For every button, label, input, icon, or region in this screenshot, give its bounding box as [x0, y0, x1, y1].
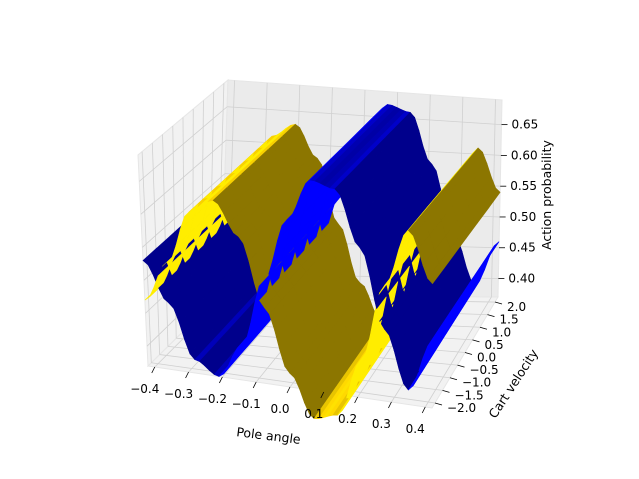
x-tick-label-2: −0.2	[198, 392, 227, 406]
z-tick-label-4: 0.60	[511, 148, 538, 162]
y-tick-label-4: 0.0	[477, 351, 496, 365]
grid-z-left-4	[140, 139, 227, 215]
y-tick-label-5: 0.5	[485, 338, 504, 352]
x-tick-2	[219, 376, 223, 384]
x-tick-4	[286, 386, 291, 394]
x-tick-6	[354, 396, 358, 404]
y-tick-7	[487, 314, 495, 318]
x-tick-label-0: −0.4	[130, 382, 159, 396]
z-tick-label-0: 0.40	[508, 272, 535, 286]
tick-marks	[151, 124, 508, 414]
y-tick-label-6: 1.0	[492, 325, 511, 339]
y-tick-6	[479, 326, 488, 330]
surfaces	[142, 104, 501, 420]
y-tick-label-3: −0.5	[470, 363, 499, 377]
z-tick-label-2: 0.50	[510, 210, 537, 224]
y-tick-0	[434, 402, 443, 406]
surface-1-patch-701	[427, 262, 445, 285]
y-tick-4	[464, 352, 473, 355]
y-tick-3	[457, 364, 465, 368]
x-tick-label-5: 0.1	[304, 407, 323, 421]
grid-z-left-5	[138, 106, 228, 182]
surface-1-patch-614	[166, 245, 186, 264]
grid-z-back-5	[227, 106, 502, 126]
tick-labels: −0.4 −0.3 −0.2 −0.1 0.0 0.1 0.2 0.3 0.4−2.0−1.5−…	[130, 118, 538, 436]
y-tick-label-0: −2.0	[447, 401, 476, 415]
x-tick-5	[320, 391, 325, 399]
x-tick-3	[252, 381, 257, 389]
x-tick-7	[388, 401, 392, 409]
z-tick-label-5: 0.65	[512, 118, 539, 132]
x-tick-label-3: −0.1	[232, 397, 261, 411]
surface-0-patch-719	[408, 367, 425, 391]
z-axis-label: Action probability	[539, 139, 554, 249]
x-tick-1	[185, 371, 189, 379]
x-tick-label-8: 0.4	[406, 422, 425, 436]
z-tick-label-3: 0.55	[510, 179, 537, 193]
x-tick-label-7: 0.3	[372, 417, 391, 431]
y-tick-1	[442, 389, 450, 393]
x-axis-label: Pole angle	[236, 424, 302, 447]
x-tick-8	[421, 406, 426, 414]
y-tick-label-7: 1.5	[500, 313, 519, 327]
y-tick-5	[472, 339, 480, 343]
y-tick-label-8: 2.0	[507, 300, 526, 314]
x-tick-0	[151, 366, 156, 374]
y-tick-label-1: −1.5	[455, 388, 484, 402]
x-tick-label-6: 0.2	[338, 412, 357, 426]
surface-0-patch-668	[223, 352, 241, 375]
z-tick-label-1: 0.45	[509, 241, 536, 255]
y-tick-8	[494, 301, 503, 305]
grid-y-floor-0	[151, 362, 436, 404]
y-tick-label-2: −1.0	[462, 376, 491, 390]
y-tick-2	[449, 377, 458, 381]
x-tick-label-1: −0.3	[164, 387, 193, 401]
surface-1-patch-711	[337, 393, 354, 416]
grid-z-left-3	[142, 173, 226, 248]
surface-0-patch-664	[241, 325, 259, 346]
x-tick-label-4: 0.0	[270, 402, 289, 416]
